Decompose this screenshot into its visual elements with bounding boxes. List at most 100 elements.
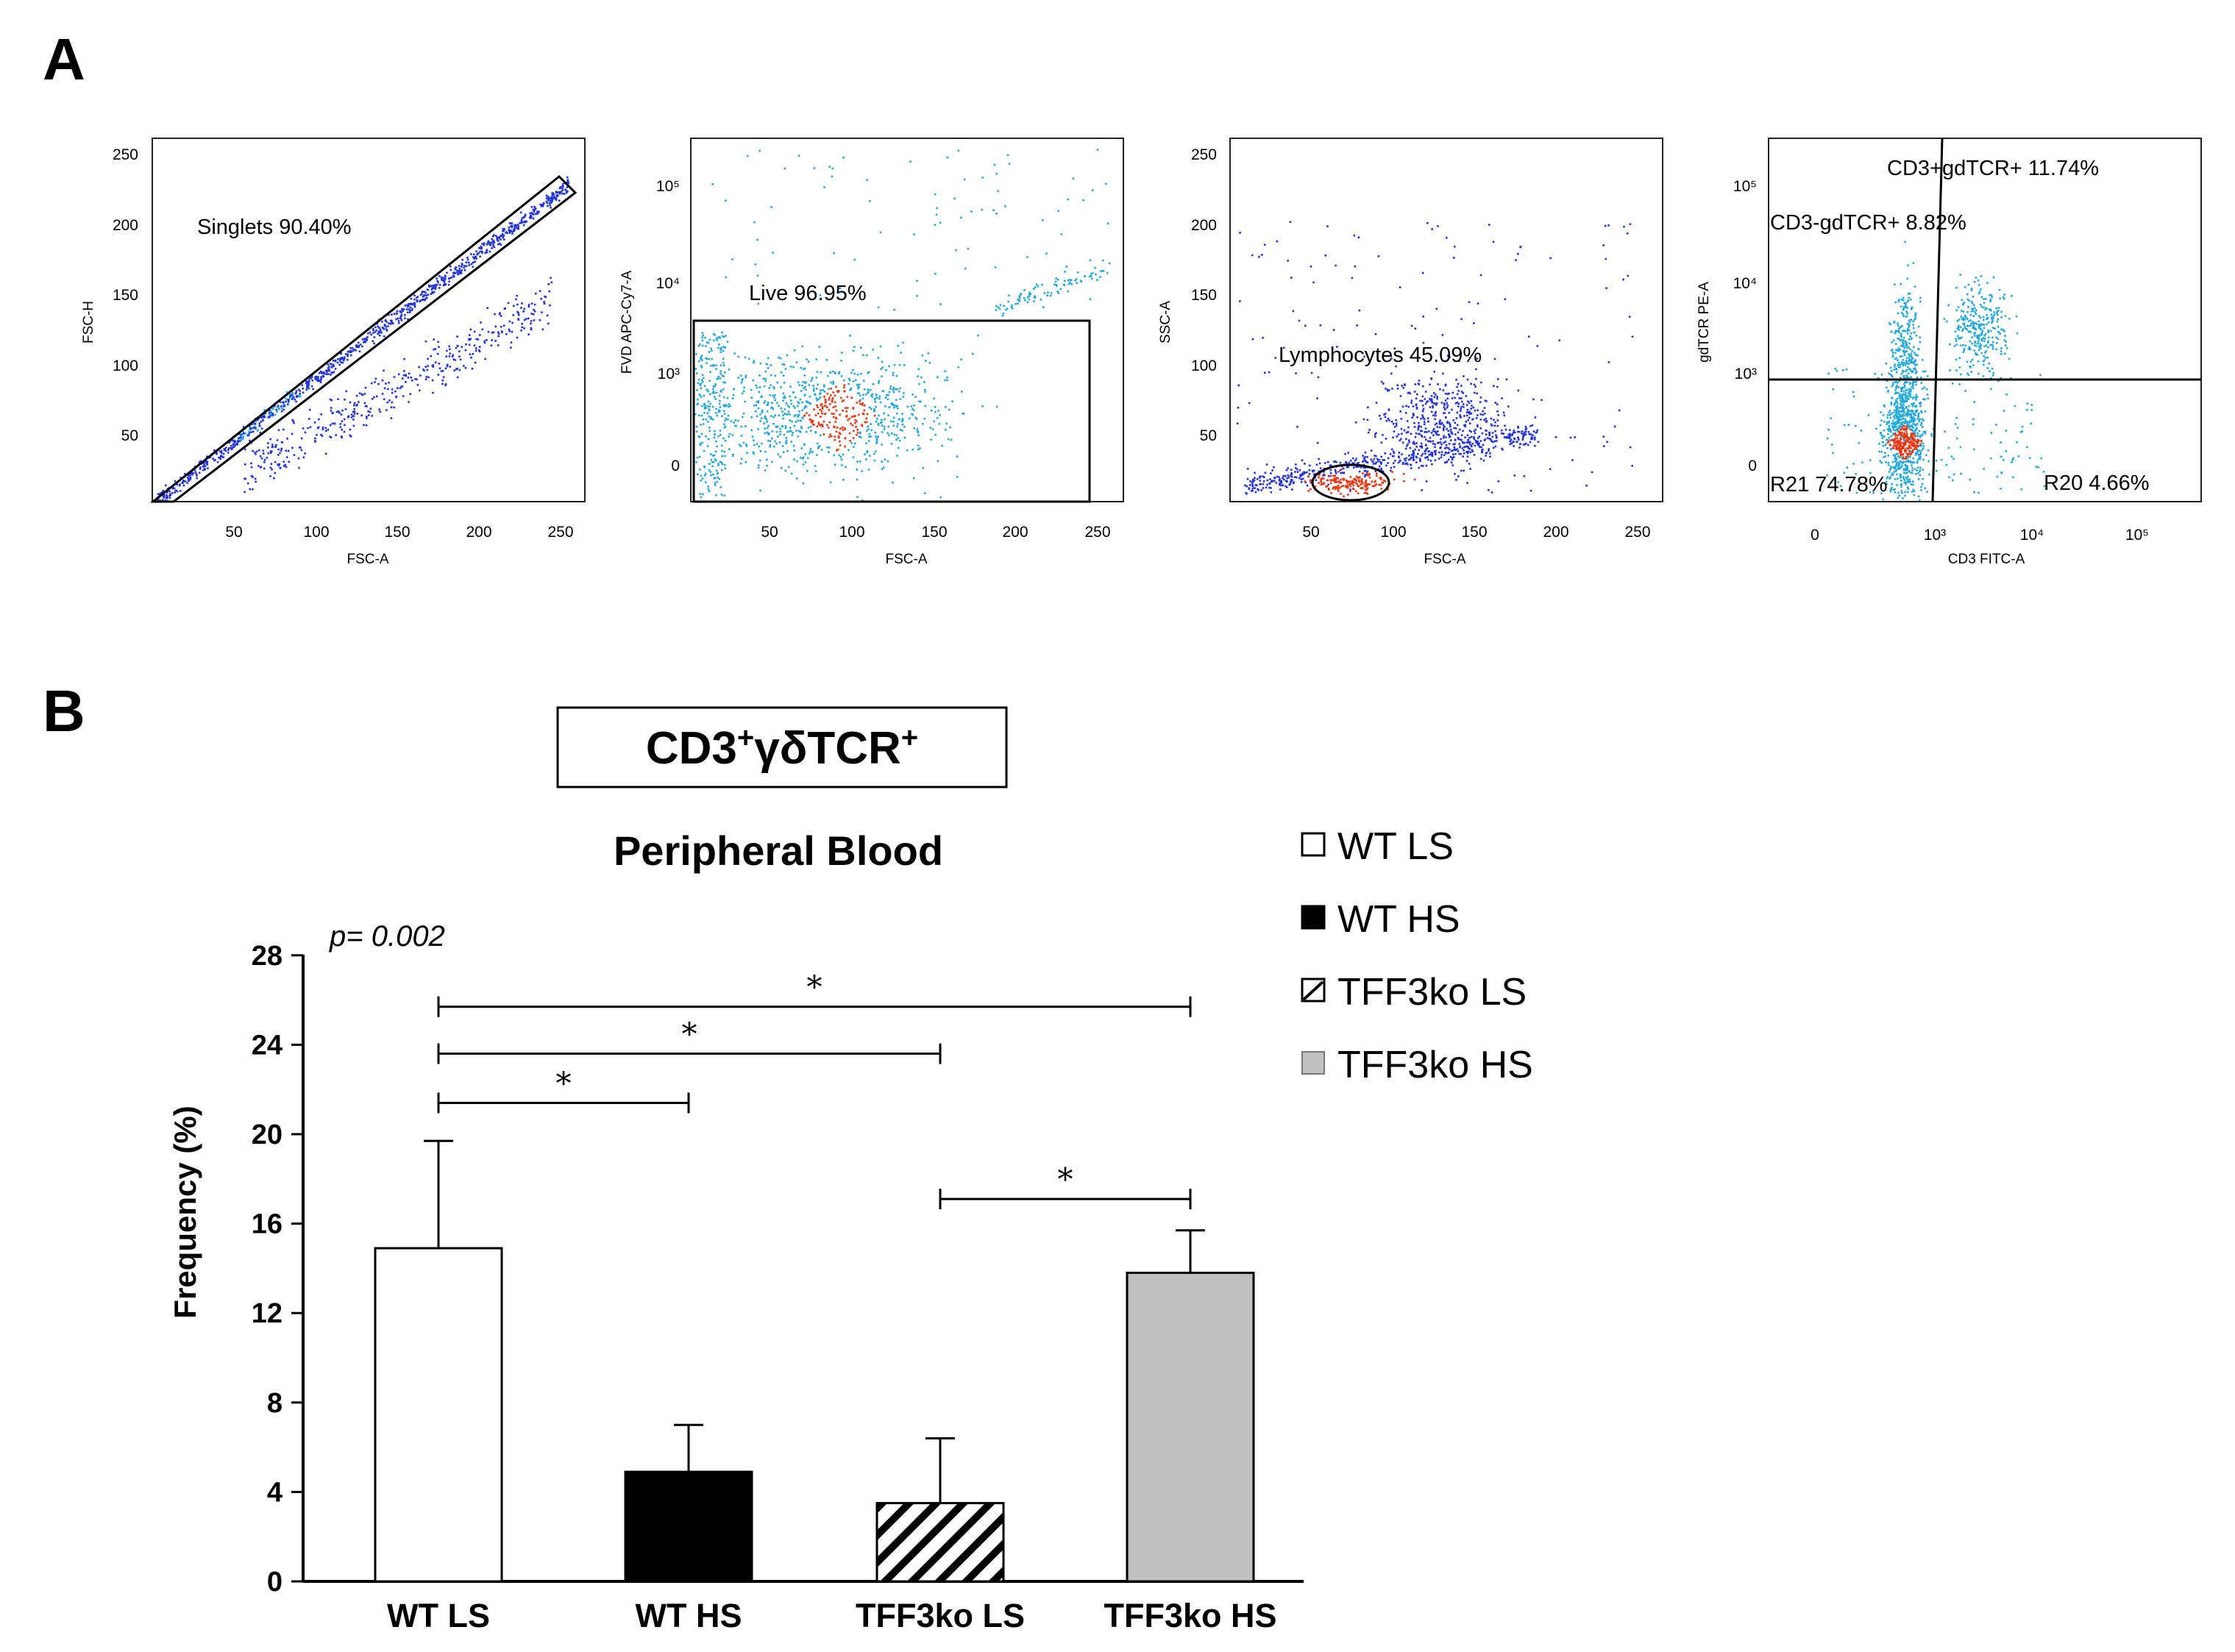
event-dot bbox=[1897, 443, 1900, 445]
event-dot bbox=[816, 442, 819, 445]
event-dot bbox=[1519, 443, 1521, 445]
event-dot bbox=[1922, 458, 1925, 461]
event-dot bbox=[1509, 437, 1511, 440]
event-dot bbox=[1076, 282, 1079, 285]
event-dot bbox=[1360, 487, 1362, 489]
event-dot bbox=[1919, 336, 1921, 338]
event-dot bbox=[1059, 288, 1062, 291]
event-dot bbox=[875, 394, 878, 396]
event-dot bbox=[1357, 485, 1360, 488]
event-dot bbox=[533, 205, 536, 208]
event-dot bbox=[817, 423, 820, 426]
event-dot bbox=[1008, 163, 1011, 165]
event-dot bbox=[1900, 400, 1902, 403]
event-dot bbox=[430, 288, 433, 291]
event-dot bbox=[1462, 403, 1465, 405]
event-dot bbox=[317, 379, 319, 381]
event-dot bbox=[416, 299, 419, 302]
event-dot bbox=[163, 494, 166, 497]
event-dot bbox=[1329, 479, 1332, 481]
event-dot bbox=[890, 420, 892, 423]
event-dot bbox=[497, 243, 500, 246]
event-dot bbox=[464, 349, 467, 352]
event-dot bbox=[250, 466, 253, 469]
event-dot bbox=[1339, 482, 1341, 484]
event-dot bbox=[1433, 450, 1436, 452]
event-dot bbox=[372, 340, 374, 343]
event-dot bbox=[829, 433, 831, 436]
event-dot bbox=[1912, 413, 1915, 415]
event-dot bbox=[1447, 446, 1449, 449]
event-dot bbox=[232, 443, 235, 445]
event-dot bbox=[1897, 391, 1900, 394]
event-dot bbox=[1454, 427, 1457, 430]
event-dot bbox=[1905, 413, 1907, 416]
event-dot bbox=[1904, 421, 1906, 424]
event-dot bbox=[1973, 349, 1976, 352]
event-dot bbox=[408, 372, 411, 375]
event-dot bbox=[701, 374, 704, 377]
event-dot bbox=[870, 407, 873, 410]
event-dot bbox=[863, 409, 866, 412]
event-dot bbox=[1377, 468, 1380, 471]
event-dot bbox=[1889, 429, 1892, 432]
event-dot bbox=[1430, 398, 1433, 401]
lymphocyte-gate bbox=[1311, 463, 1390, 502]
event-dot bbox=[1460, 385, 1463, 387]
event-dot bbox=[1591, 471, 1593, 474]
event-dot bbox=[1463, 375, 1465, 377]
event-dot bbox=[1904, 304, 1907, 306]
event-dot bbox=[1959, 326, 1962, 328]
event-dot bbox=[1354, 477, 1356, 480]
event-dot bbox=[1992, 371, 1994, 374]
event-dot bbox=[705, 345, 707, 347]
event-dot bbox=[174, 491, 176, 494]
event-dot bbox=[1886, 386, 1888, 389]
event-dot bbox=[1534, 436, 1536, 438]
event-dot bbox=[1914, 410, 1917, 412]
event-dot bbox=[785, 441, 787, 444]
event-dot bbox=[1916, 418, 1919, 420]
event-dot bbox=[1377, 255, 1380, 257]
event-dot bbox=[376, 323, 378, 325]
event-dot bbox=[700, 366, 703, 369]
event-dot bbox=[486, 241, 489, 244]
event-dot bbox=[792, 432, 794, 434]
event-dot bbox=[1899, 413, 1901, 416]
event-dot bbox=[1444, 384, 1447, 387]
event-dot bbox=[230, 446, 232, 449]
event-dot bbox=[1911, 444, 1914, 446]
event-dot bbox=[1362, 466, 1365, 469]
event-dot bbox=[1446, 355, 1449, 357]
event-dot bbox=[1900, 305, 1902, 308]
event-dot bbox=[530, 213, 533, 215]
event-dot bbox=[1883, 429, 1886, 432]
y-tick: 100 bbox=[1191, 357, 1217, 374]
event-dot bbox=[1904, 364, 1907, 366]
event-dot bbox=[1905, 389, 1907, 391]
event-dot bbox=[1091, 189, 1094, 191]
event-dot bbox=[545, 194, 548, 197]
event-dot bbox=[862, 394, 864, 396]
event-dot bbox=[765, 418, 768, 421]
event-dot bbox=[1882, 414, 1885, 416]
event-dot bbox=[708, 357, 710, 360]
event-dot bbox=[551, 197, 554, 200]
event-dot bbox=[287, 398, 289, 401]
event-dot bbox=[1900, 438, 1902, 441]
event-dot bbox=[1897, 386, 1900, 388]
event-dot bbox=[1477, 414, 1479, 416]
event-dot bbox=[1011, 304, 1013, 307]
event-dot bbox=[456, 376, 459, 379]
event-dot bbox=[1910, 440, 1912, 442]
event-dot bbox=[756, 386, 758, 389]
event-dot bbox=[524, 216, 526, 218]
event-dot bbox=[1549, 468, 1552, 470]
event-dot bbox=[1390, 421, 1393, 423]
event-dot bbox=[1888, 427, 1891, 430]
event-dot bbox=[1329, 469, 1332, 471]
event-dot bbox=[886, 460, 889, 463]
event-dot bbox=[778, 414, 781, 416]
event-dot bbox=[1351, 462, 1354, 465]
event-dot bbox=[1007, 300, 1009, 303]
